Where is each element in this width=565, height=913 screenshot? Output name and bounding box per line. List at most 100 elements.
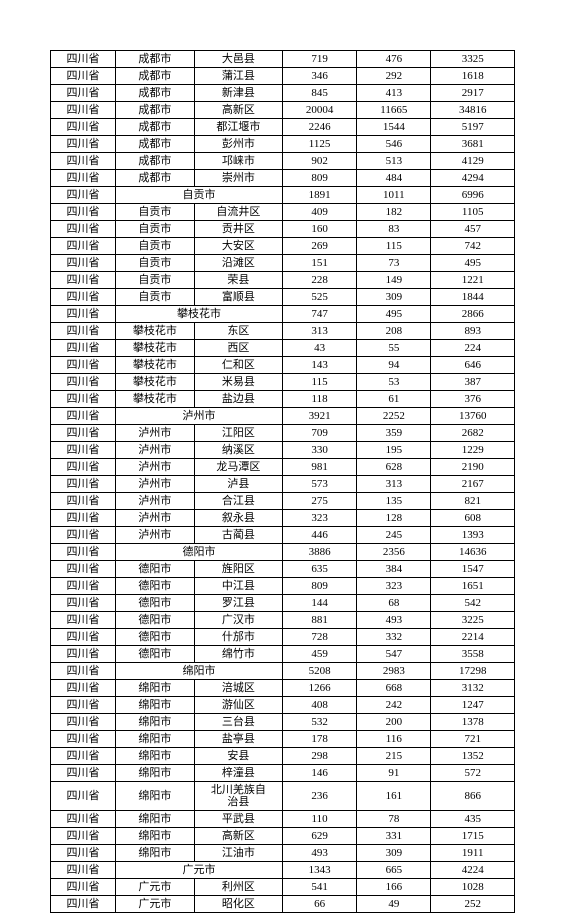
table-cell: 387 (431, 374, 515, 391)
table-cell: 541 (282, 879, 356, 896)
table-cell: 成都市 (115, 170, 194, 187)
table-cell: 四川省 (51, 442, 116, 459)
table-cell: 1844 (431, 289, 515, 306)
table-cell: 自贡市 (115, 204, 194, 221)
table-row: 四川省泸州市叙永县323128608 (51, 510, 515, 527)
table-cell: 德阳市 (115, 595, 194, 612)
table-cell: 四川省 (51, 374, 116, 391)
table-cell: 泸县 (194, 476, 282, 493)
table-cell: 绵阳市 (115, 680, 194, 697)
table-cell: 2214 (431, 629, 515, 646)
table-row: 四川省成都市彭州市11255463681 (51, 136, 515, 153)
table-cell: 四川省 (51, 862, 116, 879)
table-cell: 1544 (357, 119, 431, 136)
table-cell: 228 (282, 272, 356, 289)
table-cell: 罗江县 (194, 595, 282, 612)
table-cell: 73 (357, 255, 431, 272)
table-cell: 1378 (431, 714, 515, 731)
table-cell: 902 (282, 153, 356, 170)
table-cell: 涪城区 (194, 680, 282, 697)
table-row: 四川省攀枝花市仁和区14394646 (51, 357, 515, 374)
table-cell: 中江县 (194, 578, 282, 595)
table-cell: 845 (282, 85, 356, 102)
table-row: 四川省自贡市贡井区16083457 (51, 221, 515, 238)
table-cell: 广汉市 (194, 612, 282, 629)
table-cell: 409 (282, 204, 356, 221)
table-cell: 3558 (431, 646, 515, 663)
table-row: 四川省自贡市富顺县5253091844 (51, 289, 515, 306)
table-cell: 747 (282, 306, 356, 323)
table-cell: 49 (357, 896, 431, 913)
table-cell: 68 (357, 595, 431, 612)
table-cell: 攀枝花市 (115, 306, 282, 323)
table-cell: 富顺县 (194, 289, 282, 306)
table-cell: 东区 (194, 323, 282, 340)
table-cell: 江油市 (194, 845, 282, 862)
table-cell: 四川省 (51, 646, 116, 663)
table-cell: 2866 (431, 306, 515, 323)
table-cell: 蒲江县 (194, 68, 282, 85)
table-cell: 四川省 (51, 119, 116, 136)
table-row: 四川省广元市利州区5411661028 (51, 879, 515, 896)
table-cell: 四川省 (51, 204, 116, 221)
table-cell: 3886 (282, 544, 356, 561)
table-cell: 3921 (282, 408, 356, 425)
table-cell: 四川省 (51, 170, 116, 187)
table-cell: 4294 (431, 170, 515, 187)
table-cell: 3325 (431, 51, 515, 68)
table-cell: 2983 (357, 663, 431, 680)
table-cell: 3225 (431, 612, 515, 629)
table-cell: 泸州市 (115, 425, 194, 442)
table-row: 四川省泸州市江阳区7093592682 (51, 425, 515, 442)
table-cell: 四川省 (51, 782, 116, 811)
table-cell: 1011 (357, 187, 431, 204)
table-cell: 泸州市 (115, 442, 194, 459)
table-cell: 2246 (282, 119, 356, 136)
table-cell: 5197 (431, 119, 515, 136)
table-cell: 149 (357, 272, 431, 289)
table-row: 四川省成都市都江堰市224615445197 (51, 119, 515, 136)
table-cell: 242 (357, 697, 431, 714)
table-cell: 292 (357, 68, 431, 85)
table-cell: 成都市 (115, 119, 194, 136)
table-cell: 2190 (431, 459, 515, 476)
table-cell: 旌阳区 (194, 561, 282, 578)
table-cell: 532 (282, 714, 356, 731)
table-cell: 四川省 (51, 425, 116, 442)
table-cell: 446 (282, 527, 356, 544)
table-cell: 四川省 (51, 595, 116, 612)
table-cell: 495 (431, 255, 515, 272)
table-cell: 151 (282, 255, 356, 272)
table-cell: 自贡市 (115, 238, 194, 255)
table-cell: 94 (357, 357, 431, 374)
table-cell: 981 (282, 459, 356, 476)
table-cell: 泸州市 (115, 493, 194, 510)
table-cell: 什邡市 (194, 629, 282, 646)
table-cell: 116 (357, 731, 431, 748)
table-row: 四川省绵阳市梓潼县14691572 (51, 765, 515, 782)
table-cell: 2356 (357, 544, 431, 561)
table-cell: 143 (282, 357, 356, 374)
table-cell: 四川省 (51, 272, 116, 289)
table-row: 四川省绵阳市高新区6293311715 (51, 828, 515, 845)
table-cell: 309 (357, 289, 431, 306)
table-cell: 224 (431, 340, 515, 357)
table-row: 四川省攀枝花市西区4355224 (51, 340, 515, 357)
table-cell: 821 (431, 493, 515, 510)
table-cell: 457 (431, 221, 515, 238)
table-cell: 绵阳市 (115, 811, 194, 828)
table-cell: 四川省 (51, 697, 116, 714)
table-cell: 自贡市 (115, 187, 282, 204)
table-cell: 161 (357, 782, 431, 811)
table-cell: 三台县 (194, 714, 282, 731)
table-cell: 55 (357, 340, 431, 357)
table-cell: 四川省 (51, 765, 116, 782)
table-cell: 298 (282, 748, 356, 765)
table-cell: 1891 (282, 187, 356, 204)
table-cell: 高新区 (194, 102, 282, 119)
table-cell: 四川省 (51, 714, 116, 731)
table-cell: 成都市 (115, 85, 194, 102)
table-cell: 166 (357, 879, 431, 896)
table-cell: 四川省 (51, 153, 116, 170)
table-cell: 自贡市 (115, 272, 194, 289)
